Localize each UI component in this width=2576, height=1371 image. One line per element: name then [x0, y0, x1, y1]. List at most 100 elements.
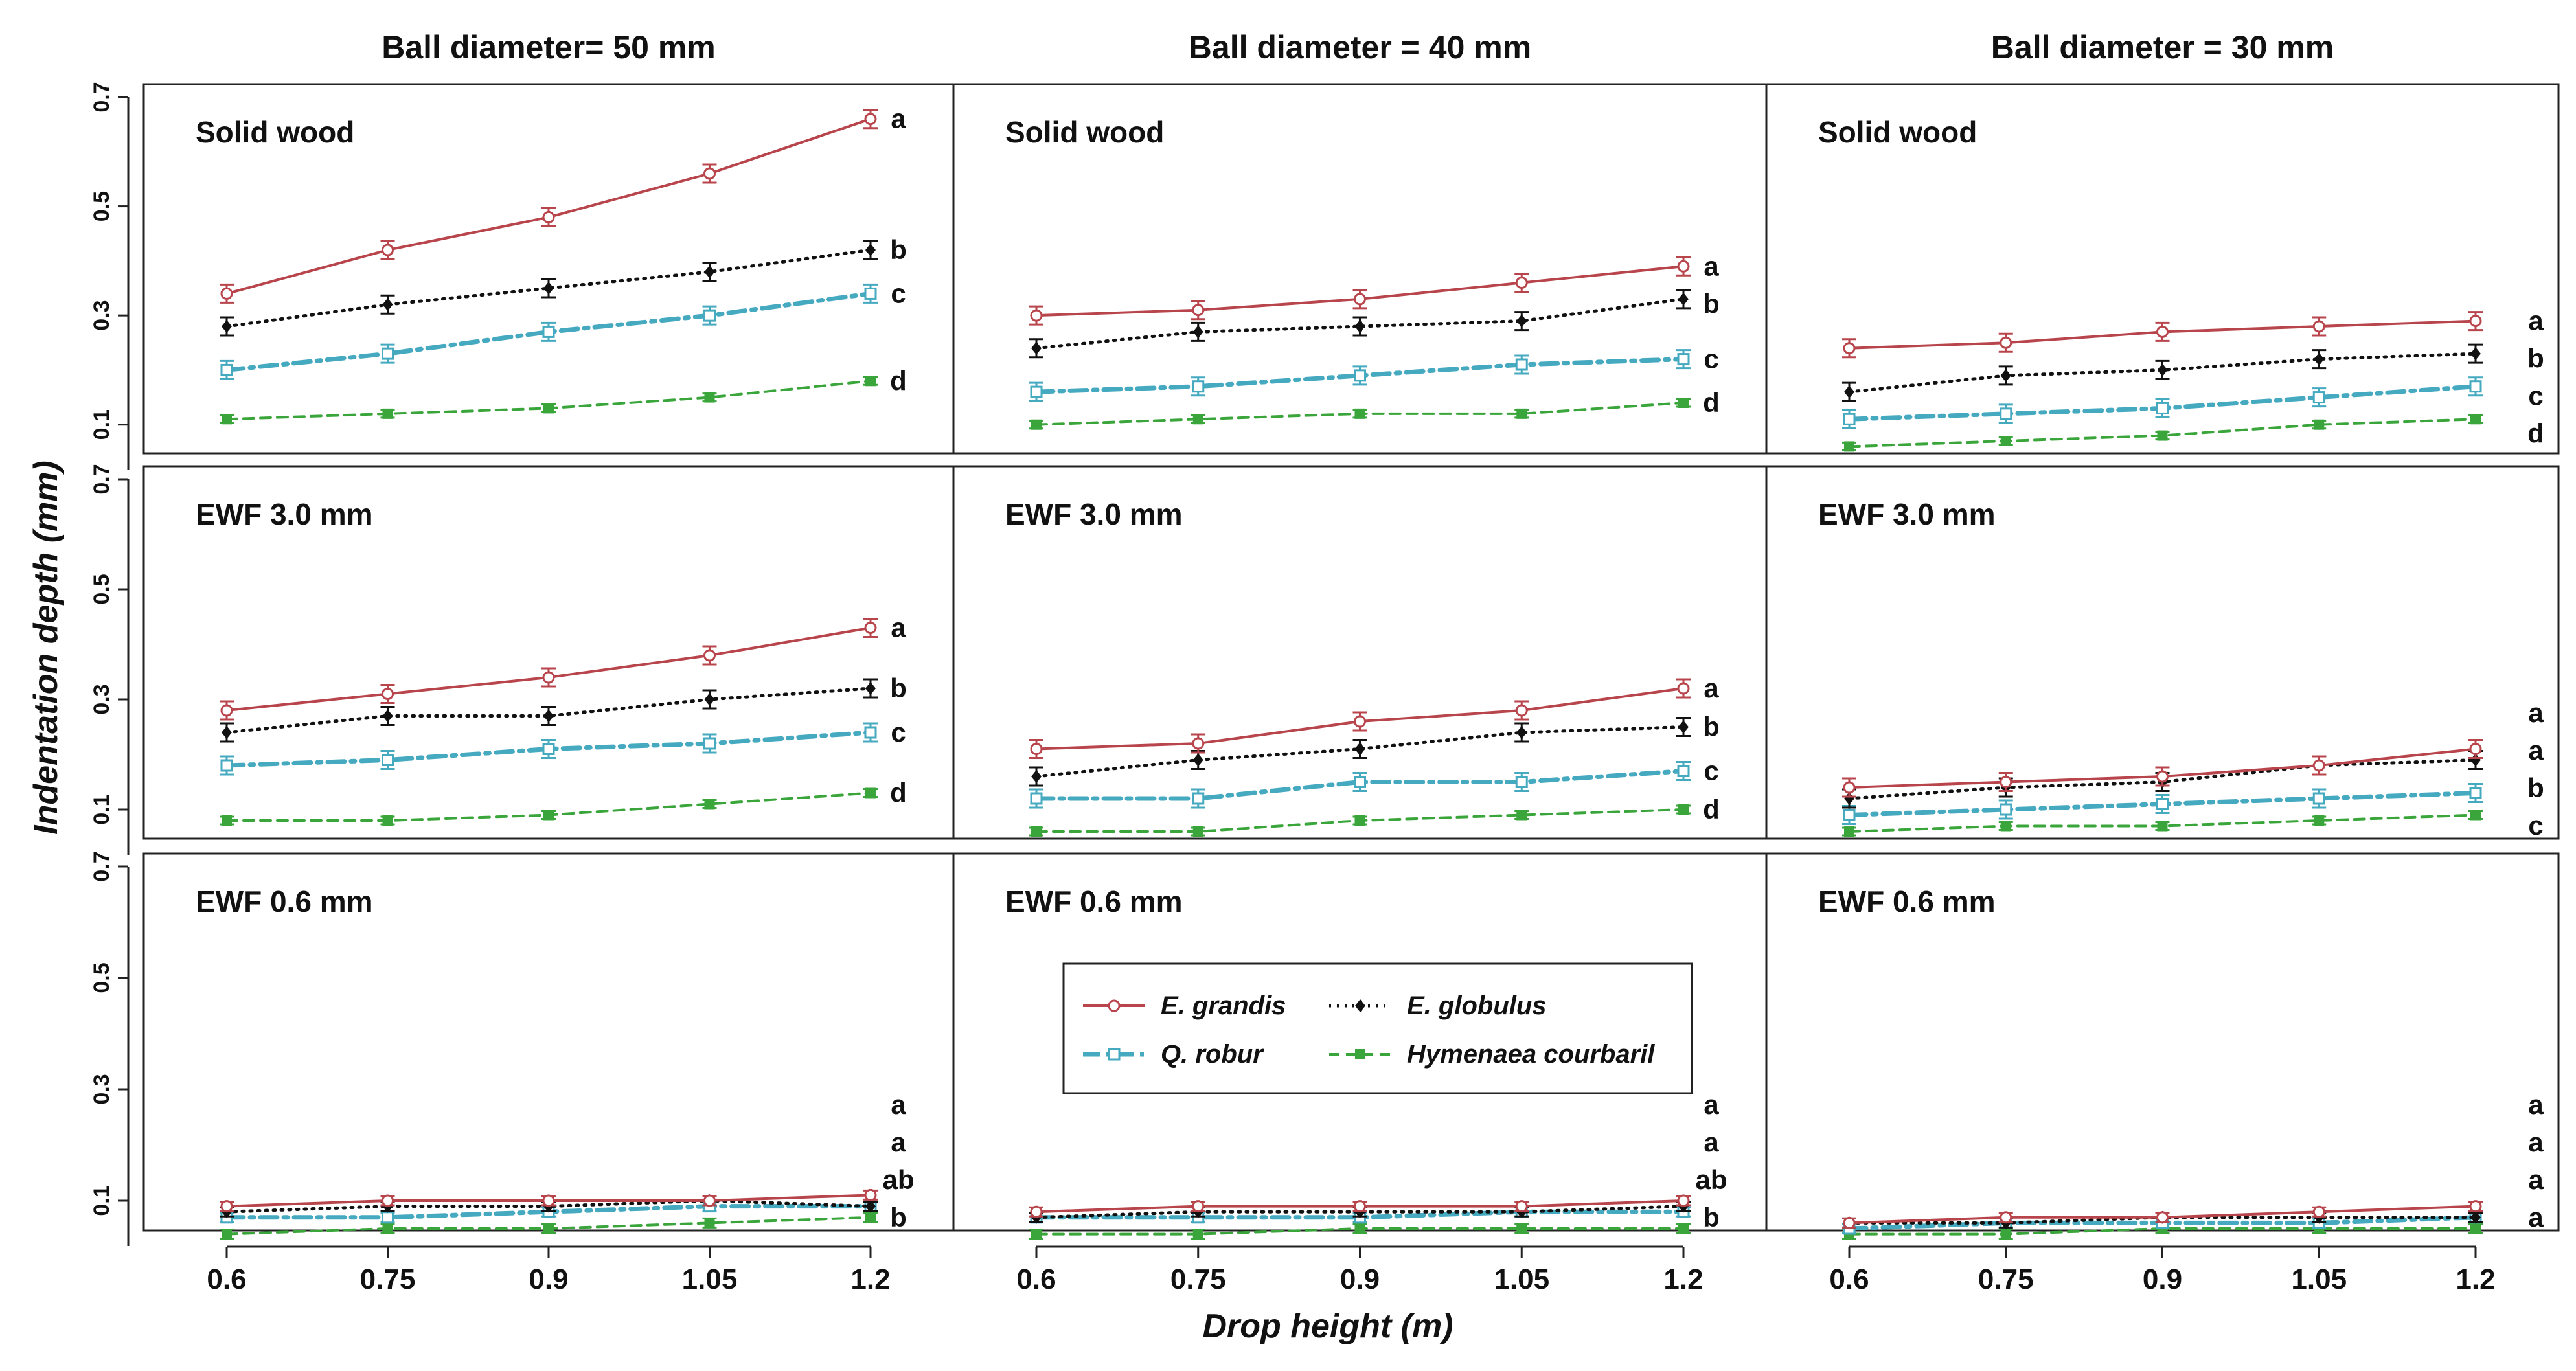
x-tick-label: 1.2	[2456, 1263, 2495, 1295]
column-title: Ball diameter = 40 mm	[1189, 29, 1531, 65]
significance-letter: b	[890, 1202, 907, 1232]
data-point	[2470, 810, 2481, 821]
data-point	[1678, 398, 1689, 408]
significance-letter: a	[1704, 1127, 1719, 1157]
series-courbaril	[1842, 810, 2483, 837]
series-courbaril	[1842, 414, 2483, 452]
data-point	[704, 265, 715, 278]
data-point	[704, 799, 715, 810]
panel-label: EWF 0.6 mm	[1005, 885, 1183, 918]
series-line	[1034, 1209, 1686, 1220]
data-point	[543, 810, 554, 821]
data-point	[1843, 1216, 1856, 1229]
data-point	[1030, 1205, 1043, 1218]
data-point	[1843, 781, 1856, 794]
data-point	[1677, 682, 1690, 695]
data-point	[2470, 1210, 2481, 1224]
significance-letter: b	[2527, 343, 2544, 374]
y-tick-label: 0.3	[89, 1074, 114, 1104]
data-point	[1192, 737, 1205, 750]
column-title: Ball diameter = 30 mm	[1991, 29, 2334, 65]
data-point	[864, 1188, 877, 1201]
data-point	[2314, 815, 2325, 826]
data-point	[703, 309, 716, 322]
legend-item-robur: Q. robur	[1083, 1040, 1264, 1069]
significance-letter: a	[2528, 1164, 2544, 1195]
data-point	[1678, 804, 1689, 815]
significance-letter: d	[2527, 418, 2544, 449]
data-point	[1108, 1048, 1121, 1061]
data-point	[543, 403, 554, 414]
data-point	[2469, 380, 2482, 393]
data-point	[2157, 430, 2168, 441]
y-tick-label: 0.7	[89, 82, 114, 112]
series-grandis	[220, 109, 878, 304]
series-line	[1034, 1205, 1685, 1219]
x-tick-label: 0.6	[1016, 1263, 1056, 1295]
data-point	[382, 408, 393, 419]
legend-item-grandis: E. grandis	[1083, 991, 1286, 1020]
data-point	[864, 622, 877, 634]
significance-letter: b	[1703, 288, 1720, 319]
data-point	[382, 709, 393, 723]
significance-letter: b	[1703, 712, 1720, 742]
x-tick-label: 0.9	[2143, 1263, 2182, 1295]
data-point	[1354, 1223, 1365, 1234]
column-titles: Ball diameter= 50 mm Ball diameter = 40 m…	[382, 29, 2334, 65]
x-tick-label: 0.75	[1170, 1263, 1226, 1295]
series-line	[1034, 297, 1685, 350]
x-tick-label: 1.05	[1494, 1263, 1549, 1295]
significance-letter: a	[2528, 306, 2544, 336]
data-point	[2000, 803, 2012, 816]
data-point	[1192, 826, 1203, 837]
series-globulus	[1842, 343, 2483, 402]
data-point	[703, 737, 716, 750]
series-courbaril	[220, 787, 878, 826]
data-point	[1031, 770, 1042, 783]
series-robur	[220, 722, 878, 776]
significance-letter: a	[891, 1089, 906, 1120]
data-point	[220, 287, 233, 300]
significance-letter: a	[2528, 1127, 2544, 1157]
series-grandis	[1029, 678, 1691, 759]
series-line	[1034, 357, 1686, 394]
data-point	[1844, 441, 1854, 452]
data-point	[1516, 1223, 1527, 1234]
data-point	[1192, 325, 1203, 339]
y-axis-title: Indentation depth (mm)	[27, 460, 65, 835]
series-globulus	[1029, 717, 1691, 787]
legend-label: Q. robur	[1161, 1040, 1264, 1069]
x-tick-label: 0.6	[207, 1263, 246, 1295]
data-point	[382, 815, 393, 826]
y-tick-label: 0.1	[89, 794, 114, 824]
data-point	[1844, 385, 1854, 399]
data-point	[1108, 999, 1121, 1012]
data-point	[2156, 325, 2169, 338]
significance-letter: d	[1703, 794, 1720, 824]
y-tick-label: 0.5	[89, 574, 114, 604]
data-point	[703, 1194, 716, 1207]
y-tick-label: 0.5	[89, 962, 114, 993]
significance-letter: d	[1703, 387, 1720, 418]
series-courbaril	[1029, 398, 1691, 430]
significance-letter: ab	[1695, 1164, 1727, 1195]
data-point	[382, 1223, 393, 1234]
panel-label: Solid wood	[196, 115, 354, 149]
data-point	[1843, 342, 1856, 355]
data-point	[2156, 402, 2169, 414]
data-point	[2469, 787, 2482, 799]
data-point	[1677, 765, 1690, 777]
x-tick-label: 1.05	[2291, 1263, 2347, 1295]
significance-letter: ab	[882, 1164, 914, 1195]
data-point	[2314, 419, 2325, 430]
data-point	[2000, 776, 2012, 788]
series-line	[224, 730, 873, 768]
series-globulus	[220, 240, 878, 337]
data-point	[2312, 1205, 2325, 1218]
data-point	[1031, 419, 1042, 430]
data-point	[543, 1223, 554, 1234]
data-point	[2157, 363, 2168, 377]
data-point	[2000, 368, 2011, 382]
